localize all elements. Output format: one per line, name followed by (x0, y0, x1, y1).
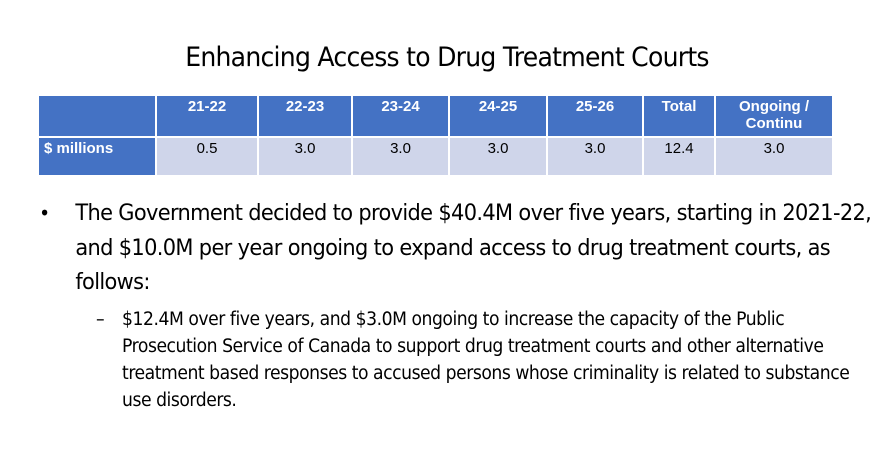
cell-23-24: 3.0 (351, 136, 450, 177)
cell-25-26: 3.0 (546, 136, 644, 177)
dash-icon: – (96, 308, 105, 330)
slide-title: Enhancing Access to Drug Treatment Court… (185, 42, 709, 73)
sub-bullet-item: – $12.4M over five years, and $3.0M ongo… (96, 306, 866, 414)
header-22-23: 22-23 (257, 94, 353, 138)
header-blank (37, 94, 157, 138)
bullet-item: • The Government decided to provide $40.… (39, 196, 875, 300)
header-21-22: 21-22 (155, 94, 259, 138)
cell-22-23: 3.0 (257, 136, 353, 177)
bullet-dot-icon: • (39, 201, 50, 225)
header-total: Total (642, 94, 716, 138)
cell-total: 12.4 (642, 136, 716, 177)
funding-table: 21-22 22-23 23-24 24-25 25-26 Total Ongo… (37, 94, 834, 177)
cell-24-25: 3.0 (448, 136, 548, 177)
bullet-list: • The Government decided to provide $40.… (39, 196, 872, 414)
cell-21-22: 0.5 (155, 136, 259, 177)
sub-bullet-text: $12.4M over five years, and $3.0M ongoin… (122, 308, 850, 411)
cell-ongoing: 3.0 (714, 136, 834, 177)
row-label: $ millions (37, 136, 157, 177)
bullet-text: The Government decided to provide $40.4M… (75, 200, 872, 295)
header-23-24: 23-24 (351, 94, 450, 138)
table-header-row: 21-22 22-23 23-24 24-25 25-26 Total Ongo… (37, 94, 834, 138)
header-ongoing: Ongoing / Continu (714, 94, 834, 138)
header-24-25: 24-25 (448, 94, 548, 138)
table-row: $ millions 0.5 3.0 3.0 3.0 3.0 12.4 3.0 (37, 136, 834, 177)
header-25-26: 25-26 (546, 94, 644, 138)
